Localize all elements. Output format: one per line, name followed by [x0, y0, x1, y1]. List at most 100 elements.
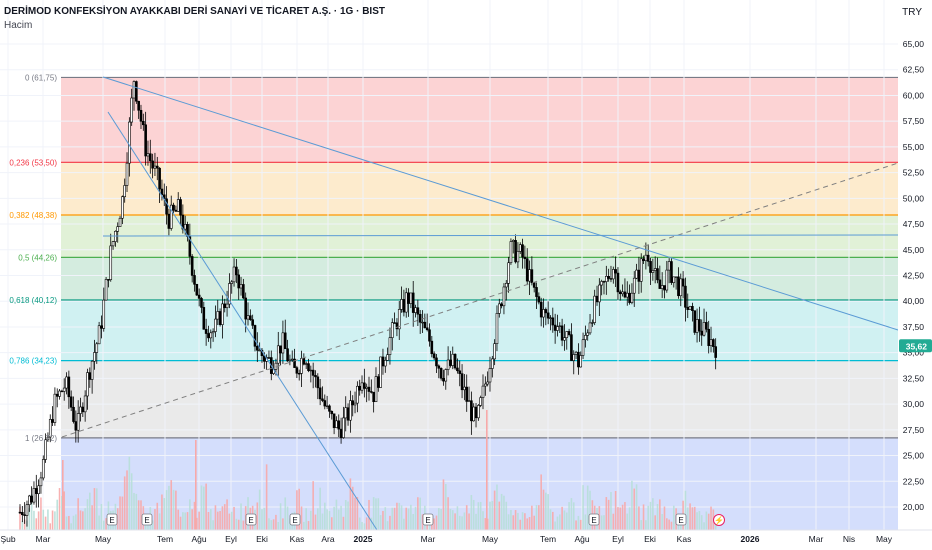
- candle-body: [702, 322, 706, 336]
- candle-body: [95, 343, 99, 353]
- volume-bar: [321, 513, 324, 530]
- candle-body: [393, 322, 396, 324]
- volume-bar: [63, 491, 66, 530]
- fib-band: [61, 257, 898, 300]
- candle-body: [230, 281, 234, 284]
- candle-body: [672, 276, 676, 283]
- candle-body: [642, 258, 645, 262]
- candle-body: [121, 196, 124, 219]
- volume-bar: [247, 497, 249, 530]
- candle-body: [395, 322, 399, 330]
- candle-body: [235, 266, 238, 276]
- candle-body: [88, 372, 92, 380]
- candle-body: [667, 261, 671, 271]
- price-tick-label: 37,50: [903, 322, 925, 332]
- candle-body: [307, 363, 310, 371]
- volume-bar: [49, 523, 52, 530]
- candle-body: [195, 283, 199, 296]
- volume-bar: [128, 456, 131, 530]
- time-tick-label: May: [876, 534, 893, 544]
- candle-body: [693, 310, 697, 333]
- candle-body: [456, 367, 459, 372]
- candle-body: [228, 283, 231, 305]
- candle-body: [104, 279, 108, 301]
- earnings-marker-label: E: [292, 516, 297, 525]
- candle-body: [146, 153, 150, 157]
- volume-bar: [100, 504, 103, 530]
- volume-bar: [126, 470, 128, 530]
- candle-body: [635, 269, 638, 279]
- time-tick-label: Eyl: [225, 534, 237, 544]
- volume-bar: [44, 516, 47, 530]
- volume-bar: [354, 497, 356, 530]
- currency-label[interactable]: TRY: [902, 7, 922, 18]
- volume-bar: [691, 507, 694, 530]
- volume-bar: [272, 519, 275, 530]
- volume-bar: [193, 501, 196, 530]
- volume-bar: [442, 479, 445, 530]
- time-axis[interactable]: Şub Mar May Tem Ağu Eyl Eki Kas Ara 2025 Mar May Tem…: [0, 529, 932, 550]
- volume-bar: [582, 485, 584, 530]
- volume-bar: [226, 499, 228, 530]
- volume-bar: [517, 512, 519, 530]
- volume-bar: [19, 506, 21, 530]
- volume-bar: [617, 507, 619, 530]
- volume-bar: [444, 484, 447, 530]
- candle-body: [81, 406, 85, 413]
- candle-body: [167, 213, 171, 229]
- volume-bar: [449, 508, 452, 530]
- candle-body: [614, 269, 617, 274]
- volume-bar: [151, 520, 154, 530]
- volume-bar: [454, 513, 456, 530]
- volume-bar: [230, 511, 233, 530]
- candle-body: [430, 340, 434, 355]
- candle-body: [100, 325, 103, 329]
- candle-body: [628, 292, 631, 303]
- candle-body: [514, 240, 517, 263]
- earnings-marker-label: E: [591, 516, 596, 525]
- volume-bar: [584, 514, 587, 530]
- trendlines[interactable]: [61, 76, 899, 531]
- candle-body: [44, 439, 47, 460]
- candle-body: [256, 345, 259, 351]
- volume-bar: [565, 512, 568, 530]
- candle-body: [449, 359, 452, 366]
- candle-body: [581, 339, 585, 356]
- candle-body: [423, 321, 427, 329]
- volume-bar: [405, 507, 408, 530]
- candle-body: [148, 153, 152, 162]
- candle-body: [267, 357, 271, 359]
- candle-body: [411, 292, 415, 313]
- volume-bar: [123, 476, 126, 530]
- candle-body: [356, 385, 359, 404]
- volume-bar: [363, 523, 366, 530]
- candle-body: [160, 188, 164, 196]
- candle-body: [137, 100, 140, 111]
- volume-bar: [323, 502, 326, 530]
- volume-bar: [475, 513, 477, 530]
- candle-body: [484, 383, 487, 387]
- candle-body: [330, 411, 334, 415]
- candle-body: [107, 279, 110, 281]
- price-tick-label: 32,50: [903, 373, 925, 383]
- candle-body: [495, 313, 499, 344]
- candle-body: [109, 245, 113, 280]
- volume-indicator-label[interactable]: Hacim: [4, 20, 33, 31]
- candle-body: [62, 387, 66, 392]
- candle-body: [69, 396, 73, 408]
- volume-bar: [119, 496, 121, 530]
- volume-bar: [503, 495, 505, 530]
- candle-body: [211, 331, 215, 334]
- candle-body: [34, 488, 38, 494]
- volume-bar: [398, 502, 401, 530]
- volume-bar: [326, 509, 328, 530]
- candle-body: [176, 199, 180, 212]
- earnings-marker: [106, 513, 118, 526]
- candle-body: [507, 262, 510, 284]
- candle-body: [553, 324, 557, 331]
- volume-bar: [684, 490, 687, 530]
- price-axis[interactable]: 65,00 62,50 60,00 57,50 55,00 52,50 50,00 47,50…: [898, 0, 932, 530]
- volume-bar: [489, 501, 491, 530]
- candle-body: [365, 386, 368, 389]
